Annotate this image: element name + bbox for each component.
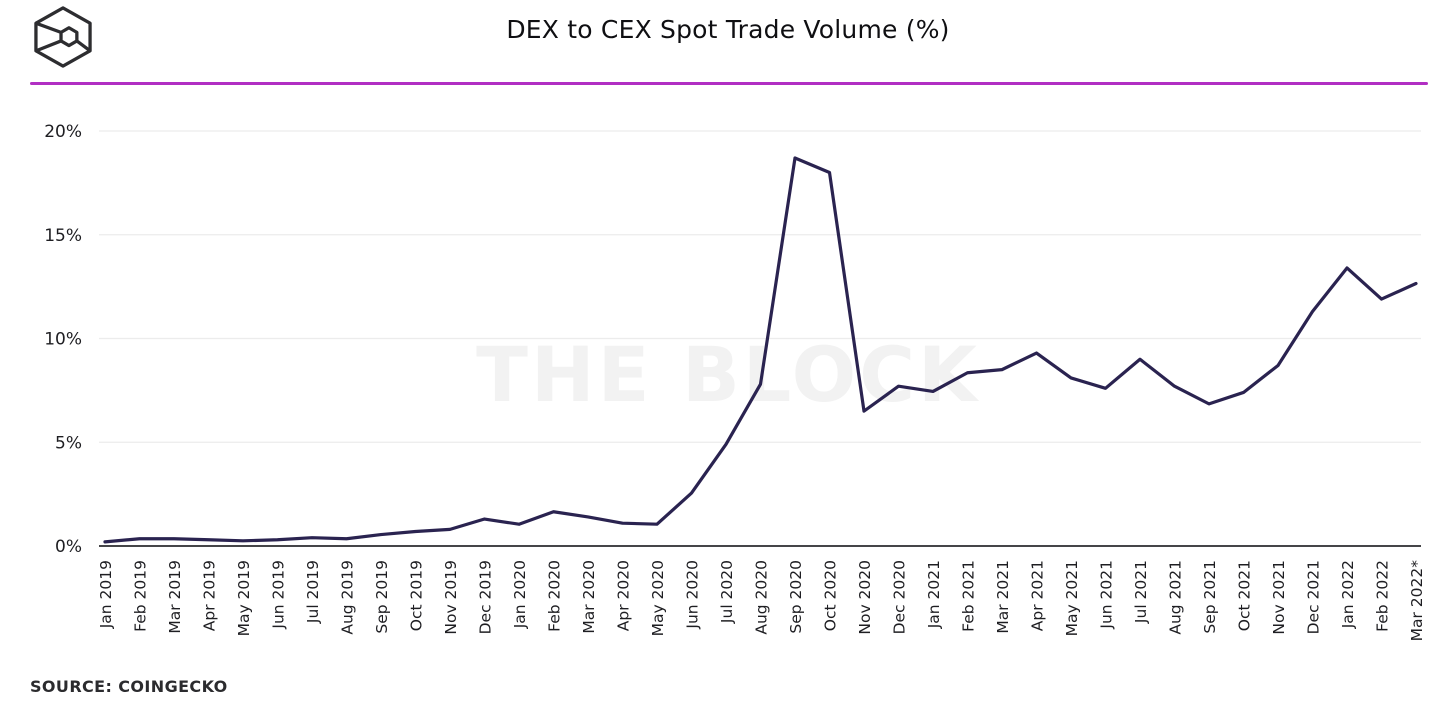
x-tick-label: Mar 2019: [166, 560, 184, 634]
x-tick-label: Jan 2021: [925, 560, 943, 629]
x-tick-label: Oct 2020: [822, 560, 840, 631]
x-tick-label: Jul 2021: [1132, 560, 1150, 624]
x-tick-label: Mar 2020: [580, 560, 598, 634]
x-tick-label: Aug 2019: [339, 560, 357, 635]
x-tick-label: Jun 2019: [270, 560, 288, 630]
x-tick-label: Apr 2021: [1029, 560, 1047, 631]
page-title: DEX to CEX Spot Trade Volume (%): [506, 15, 950, 44]
x-tick-label: Aug 2020: [753, 560, 771, 635]
watermark-text: THE BLOCK: [476, 330, 980, 419]
x-tick-label: Sep 2020: [787, 560, 805, 634]
x-tick-label: Mar 2021: [994, 560, 1012, 634]
x-tick-label: Nov 2021: [1270, 560, 1288, 635]
x-tick-label: Oct 2021: [1236, 560, 1254, 631]
x-tick-label: Mar 2022*: [1408, 560, 1426, 642]
x-tick-label: Jun 2020: [684, 560, 702, 630]
x-tick-label: Jun 2021: [1098, 560, 1116, 630]
x-tick-label: Feb 2019: [132, 560, 150, 632]
x-tick-label: Aug 2021: [1167, 560, 1185, 635]
header-divider: [30, 82, 1428, 85]
x-tick-label: Feb 2020: [546, 560, 564, 632]
x-tick-label: May 2020: [649, 560, 667, 636]
x-tick-label: May 2021: [1063, 560, 1081, 636]
x-tick-label: Jan 2022: [1339, 560, 1357, 629]
y-tick-label: 15%: [44, 226, 82, 246]
y-tick-label: 20%: [44, 122, 82, 142]
x-tick-label: Sep 2019: [373, 560, 391, 634]
x-tick-label: Jan 2019: [97, 560, 115, 629]
x-tick-label: Dec 2020: [891, 560, 909, 634]
x-tick-label: Jul 2019: [304, 560, 322, 624]
x-tick-label: Apr 2019: [201, 560, 219, 631]
y-tick-label: 0%: [55, 537, 82, 557]
x-tick-label: Apr 2020: [615, 560, 633, 631]
source-note: SOURCE: COINGECKO: [30, 677, 228, 696]
y-tick-label: 5%: [55, 433, 82, 453]
x-tick-label: Feb 2022: [1374, 560, 1392, 632]
x-tick-label: Nov 2020: [856, 560, 874, 635]
x-tick-label: Dec 2019: [477, 560, 495, 634]
x-tick-label: Jul 2020: [718, 560, 736, 624]
x-tick-label: Sep 2021: [1201, 560, 1219, 634]
data-line-dex-cex-volume: [103, 156, 1418, 544]
x-tick-label: Feb 2021: [960, 560, 978, 632]
x-tick-label: Jan 2020: [511, 560, 529, 629]
x-tick-label: Dec 2021: [1305, 560, 1323, 634]
x-tick-label: May 2019: [235, 560, 253, 636]
the-block-logo-icon: [34, 6, 92, 68]
x-tick-label: Oct 2019: [408, 560, 426, 631]
x-tick-label: Nov 2019: [442, 560, 460, 635]
y-tick-label: 10%: [44, 330, 82, 350]
